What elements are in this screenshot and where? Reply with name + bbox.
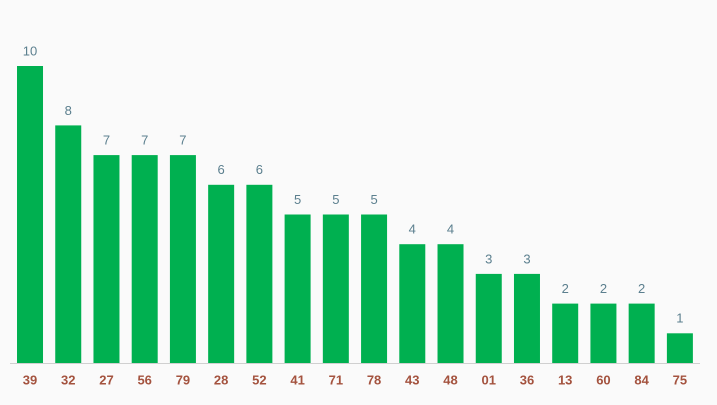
value-label: 2 (600, 281, 607, 296)
x-tick-label: 39 (23, 372, 37, 387)
bar (513, 273, 540, 363)
value-label: 2 (562, 281, 569, 296)
x-tick-label: 48 (443, 372, 457, 387)
value-label: 5 (294, 192, 301, 207)
x-tick-label: 56 (137, 372, 151, 387)
x-tick-label: 79 (176, 372, 190, 387)
bar (666, 333, 693, 363)
x-tick-label: 43 (405, 372, 419, 387)
value-label: 6 (218, 162, 225, 177)
x-tick-label: 28 (214, 372, 228, 387)
x-tick-label: 60 (596, 372, 610, 387)
bar (17, 66, 44, 363)
bar (93, 155, 120, 363)
bar (628, 303, 655, 363)
x-tick-label: 32 (61, 372, 75, 387)
bar (399, 244, 426, 363)
value-label: 3 (485, 251, 492, 266)
value-label: 5 (370, 192, 377, 207)
x-tick-label: 52 (252, 372, 266, 387)
bar (361, 214, 388, 363)
value-label: 4 (447, 222, 454, 237)
x-tick-label: 41 (290, 372, 304, 387)
value-label: 7 (179, 133, 186, 148)
value-label: 7 (103, 133, 110, 148)
bar (169, 155, 196, 363)
bar (55, 125, 82, 364)
value-label: 10 (23, 43, 37, 58)
x-tick-label: 13 (558, 372, 572, 387)
x-tick-label: 27 (99, 372, 113, 387)
x-tick-label: 84 (634, 372, 649, 387)
value-label: 7 (141, 133, 148, 148)
bar (284, 214, 311, 363)
value-label: 2 (638, 281, 645, 296)
x-tick-label: 78 (367, 372, 381, 387)
bar (590, 303, 617, 363)
value-label: 3 (523, 251, 530, 266)
value-label: 6 (256, 162, 263, 177)
value-label: 4 (409, 222, 416, 237)
x-tick-label: 01 (482, 372, 496, 387)
x-tick-label: 36 (520, 372, 534, 387)
value-label: 8 (65, 103, 72, 118)
bar (552, 303, 579, 363)
value-label: 1 (676, 311, 683, 326)
bar (475, 273, 502, 363)
bar (437, 244, 464, 363)
bar (131, 155, 158, 363)
bar (322, 214, 349, 363)
bar (246, 184, 273, 363)
x-tick-label: 71 (329, 372, 343, 387)
bar (208, 184, 235, 363)
x-tick-label: 75 (673, 372, 687, 387)
value-label: 5 (332, 192, 339, 207)
